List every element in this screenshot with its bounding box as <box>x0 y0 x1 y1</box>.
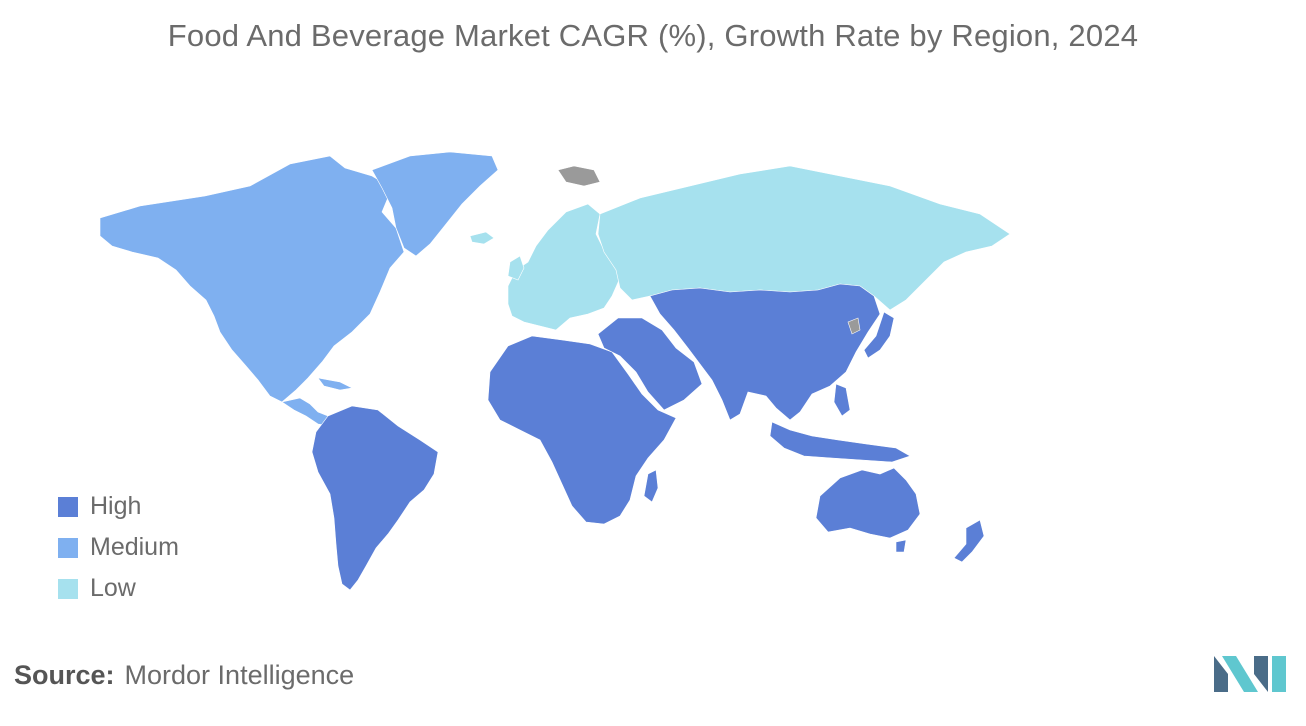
region-new-zealand <box>953 519 985 563</box>
region-asia <box>649 283 881 421</box>
region-africa <box>487 335 677 525</box>
region-australia <box>815 467 921 539</box>
legend-item-low: Low <box>58 568 179 609</box>
chart-title: Food And Beverage Market CAGR (%), Growt… <box>167 18 1139 53</box>
region-middle-east <box>597 317 703 411</box>
region-philippines <box>833 383 851 417</box>
region-north-america <box>99 155 405 403</box>
legend-swatch-medium <box>58 537 78 558</box>
region-caribbean <box>317 377 353 391</box>
region-central-america <box>281 397 331 427</box>
logo-shape-left <box>1214 656 1228 692</box>
legend-label-low: Low <box>90 574 136 602</box>
legend-item-high: High <box>58 486 179 527</box>
region-russia <box>597 165 1011 311</box>
logo-shape-end <box>1272 656 1286 692</box>
region-tasmania <box>895 539 907 553</box>
logo-shape-mid <box>1222 656 1258 692</box>
legend-swatch-high <box>58 496 78 517</box>
region-southeast-asia <box>769 421 911 463</box>
region-south-america <box>311 405 439 591</box>
region-svalbard <box>557 165 601 187</box>
region-japan <box>863 311 895 359</box>
region-madagascar <box>643 469 659 503</box>
legend-item-medium: Medium <box>58 527 179 568</box>
logo-shape-right <box>1254 656 1268 692</box>
source-note: Source: Mordor Intelligence <box>14 660 354 691</box>
legend-label-high: High <box>90 492 142 520</box>
legend-swatch-low <box>58 578 78 599</box>
source-label: Source: <box>14 660 115 690</box>
source-value: Mordor Intelligence <box>124 660 355 690</box>
region-uk <box>507 255 525 281</box>
region-iceland <box>469 231 495 245</box>
legend: High Medium Low <box>58 486 179 609</box>
region-greenland <box>371 151 499 257</box>
region-north-korea <box>847 317 861 335</box>
legend-label-medium: Medium <box>90 533 179 561</box>
mordor-intelligence-logo-icon <box>1214 656 1286 692</box>
